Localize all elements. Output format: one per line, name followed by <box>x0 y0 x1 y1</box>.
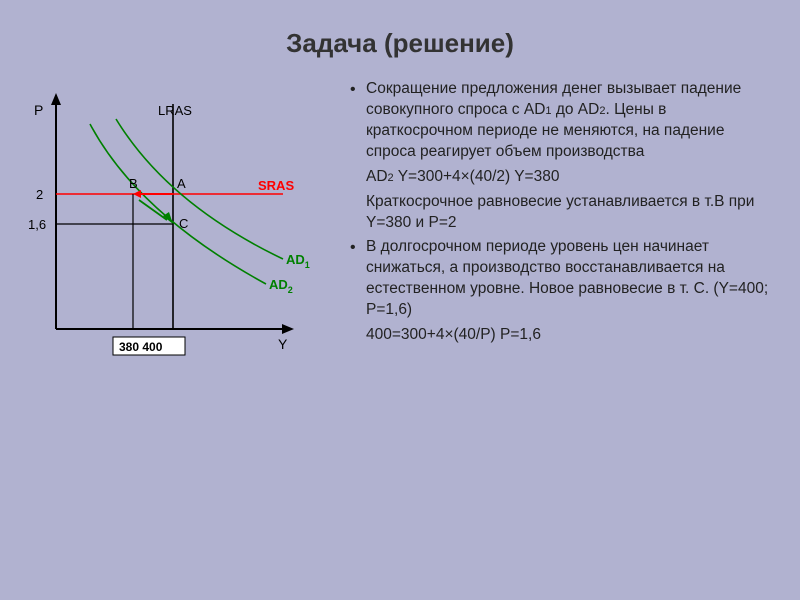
svg-text:380 400: 380 400 <box>119 340 163 354</box>
slide-title: Задача (решение) <box>0 0 800 59</box>
text-area: Сокращение предложения денег вызывает па… <box>340 79 772 374</box>
svg-text:C: C <box>179 216 188 231</box>
svg-text:AD2: AD2 <box>269 277 293 295</box>
svg-text:1,6: 1,6 <box>28 217 46 232</box>
svg-text:AD1: AD1 <box>286 252 310 270</box>
bullet-2: В долгосрочном периоде уровень цен начин… <box>346 237 772 321</box>
svg-text:2: 2 <box>36 187 43 202</box>
equilibrium-b: Краткосрочное равновесие устанавливается… <box>346 192 772 234</box>
formula-2: 400=300+4×(40/P) P=1,6 <box>346 325 772 346</box>
svg-text:B: B <box>129 176 138 191</box>
svg-text:SRAS: SRAS <box>258 178 294 193</box>
svg-text:A: A <box>177 176 186 191</box>
svg-text:Y: Y <box>278 336 288 352</box>
chart-svg: P Y LRAS SRAS 2 1,6 AD1 AD2 B A C 380 400 <box>18 79 328 369</box>
content-row: P Y LRAS SRAS 2 1,6 AD1 AD2 B A C 380 400 Сокращени… <box>0 59 800 374</box>
bullet-1: Сокращение предложения денег вызывает па… <box>346 79 772 163</box>
formula-1: AD2 Y=300+4×(40/2) Y=380 <box>346 167 772 188</box>
chart-area: P Y LRAS SRAS 2 1,6 AD1 AD2 B A C 380 400 <box>18 79 340 374</box>
svg-text:P: P <box>34 102 43 118</box>
svg-text:LRAS: LRAS <box>158 103 192 118</box>
